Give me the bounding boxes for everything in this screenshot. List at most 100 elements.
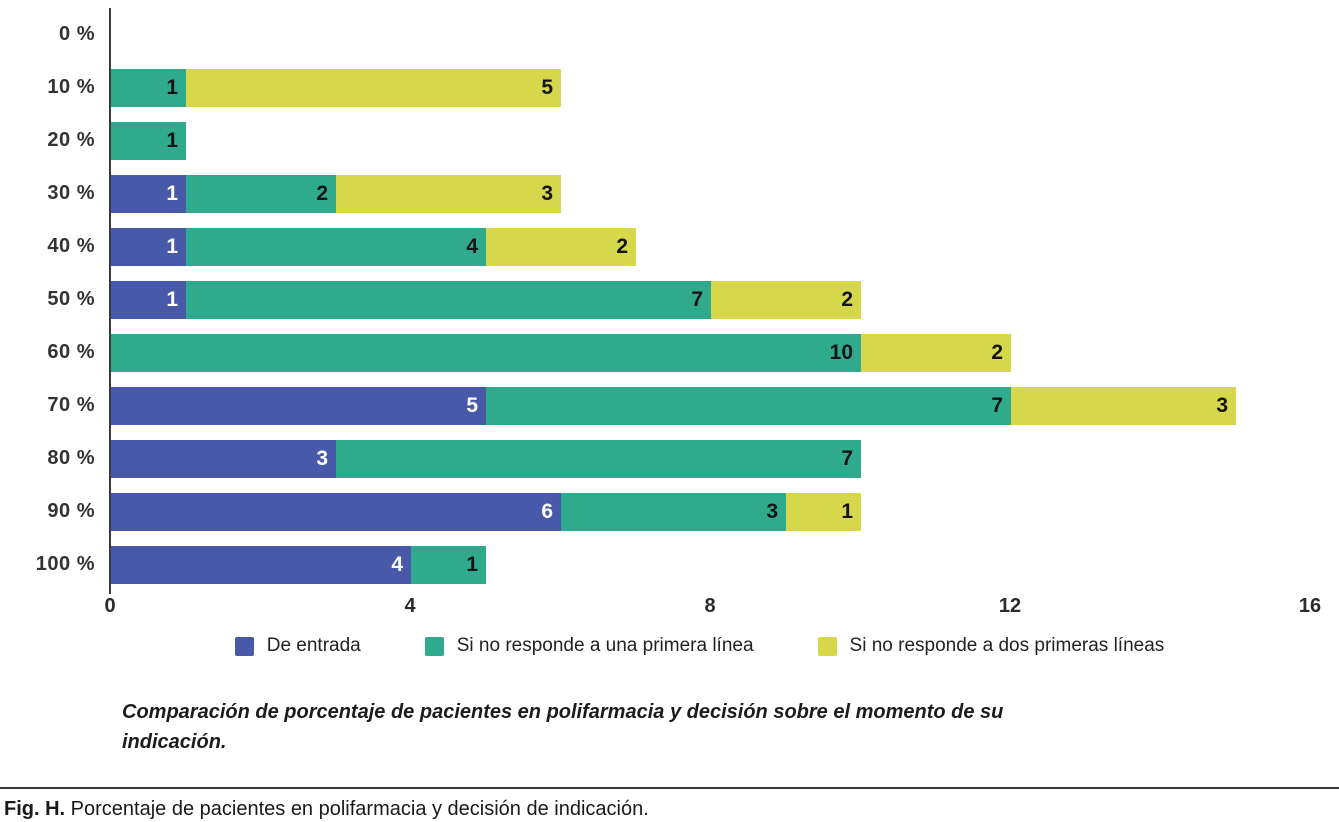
- bar-segment: 7: [336, 439, 861, 478]
- bar-segment: 3: [561, 492, 786, 531]
- figure-divider: [0, 787, 1339, 789]
- bar-segment: 7: [186, 280, 711, 319]
- bar-value-label: 1: [466, 553, 478, 576]
- legend-item: Si no responde a dos primeras líneas: [817, 635, 1165, 657]
- bar-segment: 4: [111, 545, 411, 584]
- bar-value-label: 1: [841, 500, 853, 523]
- bar-value-label: 3: [541, 182, 553, 205]
- category-label: 90 %: [47, 500, 95, 522]
- bar-segment: 1: [111, 174, 186, 213]
- bar-value-label: 3: [316, 447, 328, 470]
- bar-value-label: 1: [166, 129, 178, 152]
- chart-row: 80 % 3 7: [0, 432, 1339, 485]
- figure-label: Fig. H.: [4, 798, 66, 820]
- bar-value-label: 4: [466, 235, 478, 258]
- category-label: 80 %: [47, 447, 95, 469]
- category-label: 60 %: [47, 341, 95, 363]
- category-label: 0 %: [59, 23, 95, 45]
- x-axis-tick-label: 4: [404, 595, 416, 617]
- bar-value-label: 4: [391, 553, 403, 576]
- bar-segment: 6: [111, 492, 561, 531]
- bar-value-label: 7: [841, 447, 853, 470]
- bar-segment: 1: [111, 227, 186, 266]
- bar-value-label: 5: [541, 76, 553, 99]
- category-label: 40 %: [47, 235, 95, 257]
- bar-segment: 1: [786, 492, 861, 531]
- bar-segment: 5: [111, 386, 486, 425]
- chart-row: 40 % 1 4 2: [0, 220, 1339, 273]
- x-axis-tick-label: 12: [998, 595, 1022, 617]
- legend-label: Si no responde a dos primeras líneas: [849, 635, 1165, 656]
- chart-row: 30 % 1 2 3: [0, 167, 1339, 220]
- bar-segment: 1: [111, 121, 186, 160]
- legend-swatch-icon: [234, 636, 254, 656]
- legend-item: De entrada: [234, 635, 361, 657]
- bar-stack: 6 3 1: [111, 492, 1311, 531]
- bar-value-label: 3: [766, 500, 778, 523]
- bar-value-label: 2: [841, 288, 853, 311]
- bar-value-label: 1: [166, 235, 178, 258]
- legend-label: Si no responde a una primera línea: [456, 635, 754, 656]
- category-label: 100 %: [35, 553, 95, 575]
- bar-segment: 4: [186, 227, 486, 266]
- bar-stack: 1 7 2: [111, 280, 1311, 319]
- bar-value-label: 7: [691, 288, 703, 311]
- bar-value-label: 6: [541, 500, 553, 523]
- bar-stack: 1 4 2: [111, 227, 1311, 266]
- bar-segment: 2: [861, 333, 1011, 372]
- bar-value-label: 1: [166, 76, 178, 99]
- y-axis-line: [109, 8, 111, 594]
- bar-value-label: 3: [1216, 394, 1228, 417]
- category-label: 50 %: [47, 288, 95, 310]
- x-axis-tick-label: 16: [1298, 595, 1322, 617]
- bar-value-label: 10: [829, 341, 853, 364]
- bar-segment: 3: [1011, 386, 1236, 425]
- bar-value-label: 1: [166, 288, 178, 311]
- stacked-bar-chart: 0 % 10 % 1 5 20 % 1 30 % 1 2 3 40 % 1 4 2 50 % 1 7 2 60 % 1…: [0, 8, 1339, 657]
- figure-caption: Fig. H. Porcentaje de pacientes en polif…: [4, 798, 1339, 821]
- x-axis-tick-label: 8: [704, 595, 716, 617]
- x-axis: 0 4 8 12 16: [0, 591, 1339, 619]
- bar-segment: 3: [336, 174, 561, 213]
- bar-stack: 10 2: [111, 333, 1311, 372]
- chart-legend: De entrada Si no responde a una primera l…: [0, 635, 1339, 657]
- bar-stack: 5 7 3: [111, 386, 1311, 425]
- bar-segment: 2: [186, 174, 336, 213]
- bar-segment: 2: [486, 227, 636, 266]
- bar-value-label: 5: [466, 394, 478, 417]
- chart-row: 90 % 6 3 1: [0, 485, 1339, 538]
- bar-segment: 2: [711, 280, 861, 319]
- chart-row: 10 % 1 5: [0, 61, 1339, 114]
- bar-stack: [111, 16, 1311, 54]
- chart-rows: 0 % 10 % 1 5 20 % 1 30 % 1 2 3 40 % 1 4 2 50 % 1 7 2 60 % 1…: [0, 8, 1339, 584]
- chart-row: 70 % 5 7 3: [0, 379, 1339, 432]
- bar-value-label: 7: [991, 394, 1003, 417]
- legend-item: Si no responde a una primera línea: [424, 635, 754, 657]
- chart-row: 0 %: [0, 8, 1339, 61]
- category-label: 30 %: [47, 182, 95, 204]
- bar-value-label: 2: [991, 341, 1003, 364]
- bar-segment: 1: [411, 545, 486, 584]
- bar-stack: 1 2 3: [111, 174, 1311, 213]
- figure-text: Porcentaje de pacientes en polifarmacia …: [65, 798, 649, 820]
- bar-segment: 5: [186, 68, 561, 107]
- chart-row: 20 % 1: [0, 114, 1339, 167]
- category-label: 70 %: [47, 394, 95, 416]
- bar-value-label: 2: [316, 182, 328, 205]
- x-axis-tick-label: 0: [104, 595, 116, 617]
- bar-segment: 10: [111, 333, 861, 372]
- category-label: 20 %: [47, 129, 95, 151]
- bar-value-label: 1: [166, 182, 178, 205]
- category-label: 10 %: [47, 76, 95, 98]
- bar-value-label: 2: [616, 235, 628, 258]
- bar-segment: 1: [111, 68, 186, 107]
- legend-swatch-icon: [424, 636, 444, 656]
- chart-row: 60 % 10 2: [0, 326, 1339, 379]
- chart-caption: Comparación de porcentaje de pacientes e…: [122, 701, 1004, 753]
- bar-segment: 3: [111, 439, 336, 478]
- legend-label: De entrada: [266, 635, 361, 656]
